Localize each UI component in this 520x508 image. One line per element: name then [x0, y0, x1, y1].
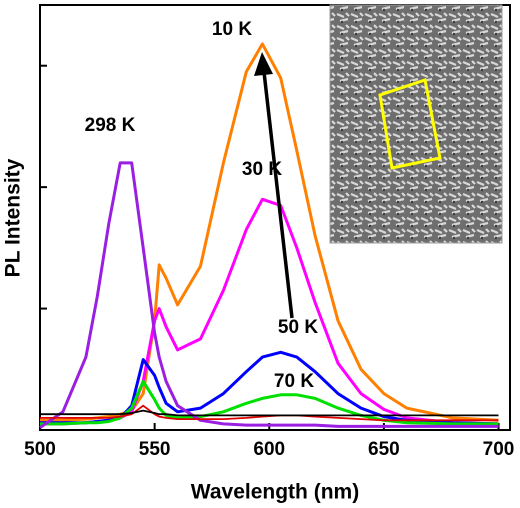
series-line — [40, 42, 499, 422]
x-tick-label: 550 — [139, 439, 171, 460]
x-tick-label: 650 — [368, 439, 400, 460]
series-label: 298 K — [85, 115, 136, 136]
series-label: 70 K — [274, 371, 314, 392]
arrow — [254, 52, 294, 319]
series-line — [40, 404, 499, 422]
arrow-shaft — [262, 71, 294, 319]
plot-area: 500 550 600 650 700 — [24, 4, 515, 460]
plot-frame — [39, 4, 511, 431]
x-tick-label: 700 — [483, 439, 515, 460]
y-axis-title: PL Intensity — [2, 158, 25, 277]
series-line — [40, 409, 499, 417]
inset-image — [329, 4, 503, 244]
x-tick-label: 600 — [253, 439, 285, 460]
series-line — [39, 161, 499, 429]
sem-image — [329, 4, 503, 244]
series-label: 10 K — [212, 19, 252, 40]
x-axis-title: Wavelength (nm) — [191, 481, 359, 504]
x-tick-label: 500 — [24, 439, 56, 460]
series-label: 50 K — [278, 317, 318, 338]
arrow-head — [254, 52, 273, 76]
highlight-box — [378, 78, 442, 170]
series-label: 30 K — [242, 159, 282, 180]
